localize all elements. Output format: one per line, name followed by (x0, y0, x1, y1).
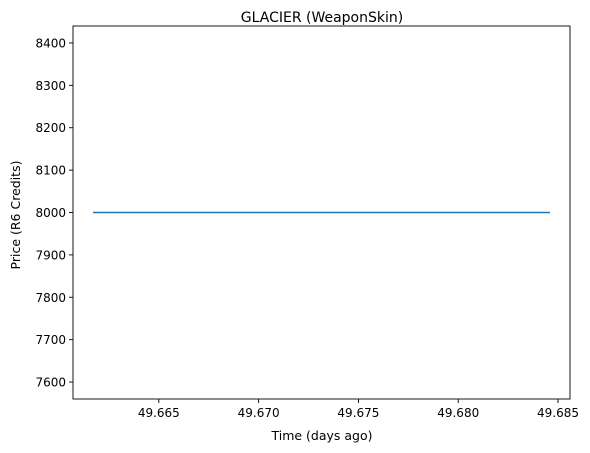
y-tick-label: 8400 (35, 36, 66, 50)
x-tick-label: 49.670 (238, 406, 280, 420)
y-tick-label: 7900 (35, 248, 66, 262)
x-tick-label: 49.665 (138, 406, 180, 420)
y-tick-label: 7800 (35, 291, 66, 305)
x-tick-label: 49.680 (437, 406, 479, 420)
y-tick-label: 7700 (35, 333, 66, 347)
x-tick-label: 49.675 (337, 406, 379, 420)
y-tick-label: 7600 (35, 376, 66, 390)
y-tick-label: 8200 (35, 121, 66, 135)
x-axis-ticks: 49.665 49.670 49.675 49.680 49.685 (138, 399, 579, 420)
y-tick-label: 8300 (35, 79, 66, 93)
x-tick-label: 49.685 (537, 406, 579, 420)
y-axis-label: Price (R6 Credits) (8, 161, 23, 270)
y-tick-label: 8100 (35, 164, 66, 178)
y-axis-ticks: 7600 7700 7800 7900 8000 8100 8200 8300 8400 (35, 36, 73, 389)
y-tick-label: 8000 (35, 206, 66, 220)
x-axis-label: Time (days ago) (270, 428, 372, 443)
chart-title: GLACIER (WeaponSkin) (241, 10, 403, 26)
